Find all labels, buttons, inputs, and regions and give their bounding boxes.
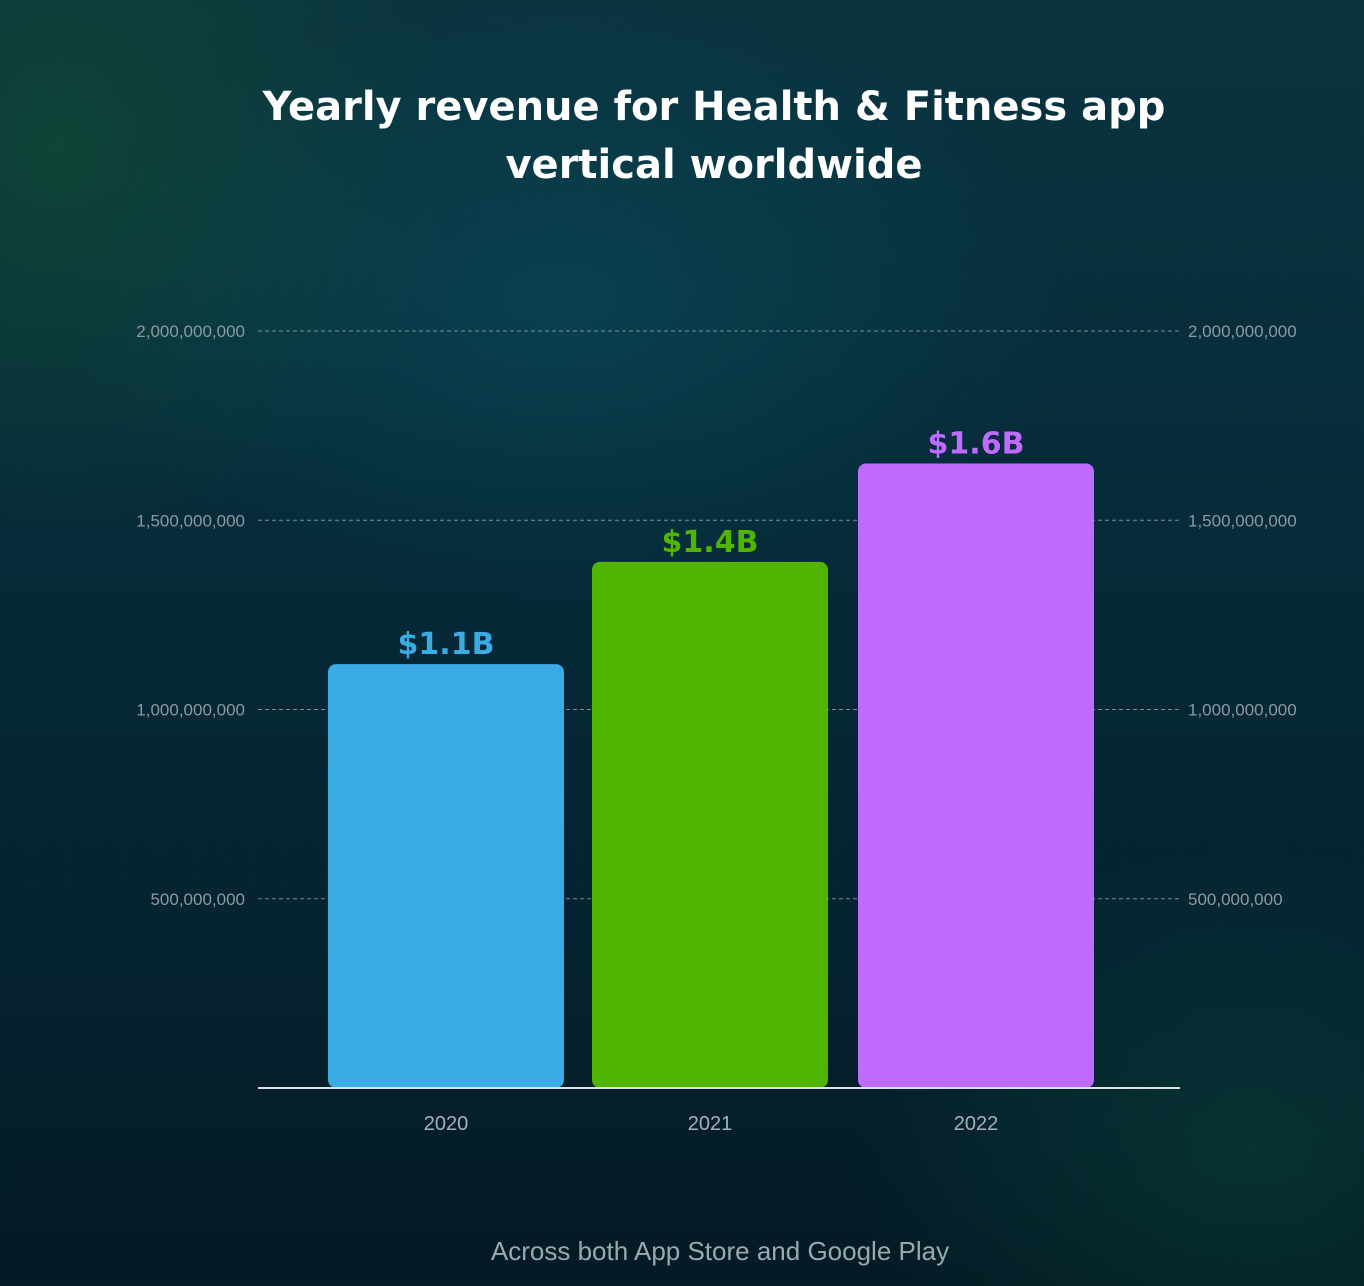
y-tick-label-left: 2,000,000,000 bbox=[136, 322, 245, 341]
bar bbox=[858, 463, 1094, 1089]
title-line-2: vertical worldwide bbox=[505, 142, 923, 188]
y-tick-label-left: 1,500,000,000 bbox=[136, 511, 245, 530]
y-tick-label-left: 500,000,000 bbox=[150, 890, 245, 909]
data-label: $1.6B bbox=[928, 426, 1025, 461]
bar bbox=[592, 561, 828, 1088]
y-tick-label-left: 1,000,000,000 bbox=[136, 701, 245, 720]
x-tick-label: 2022 bbox=[954, 1113, 999, 1135]
chart-footer: Across both App Store and Google Play bbox=[490, 1236, 950, 1266]
title-line-1: Yearly revenue for Health & Fitness app bbox=[262, 84, 1166, 130]
data-label: $1.4B bbox=[662, 525, 759, 560]
data-label: $1.1B bbox=[398, 627, 495, 662]
chart-title: Yearly revenue for Health & Fitness app … bbox=[0, 78, 1364, 194]
y-tick-label-right: 2,000,000,000 bbox=[1188, 322, 1297, 341]
bar bbox=[328, 664, 564, 1088]
x-tick-label: 2021 bbox=[688, 1113, 733, 1135]
y-tick-label-right: 1,000,000,000 bbox=[1188, 701, 1297, 720]
x-tick-label: 2020 bbox=[424, 1113, 469, 1135]
y-tick-label-right: 1,500,000,000 bbox=[1188, 511, 1297, 530]
y-tick-label-right: 500,000,000 bbox=[1188, 890, 1283, 909]
